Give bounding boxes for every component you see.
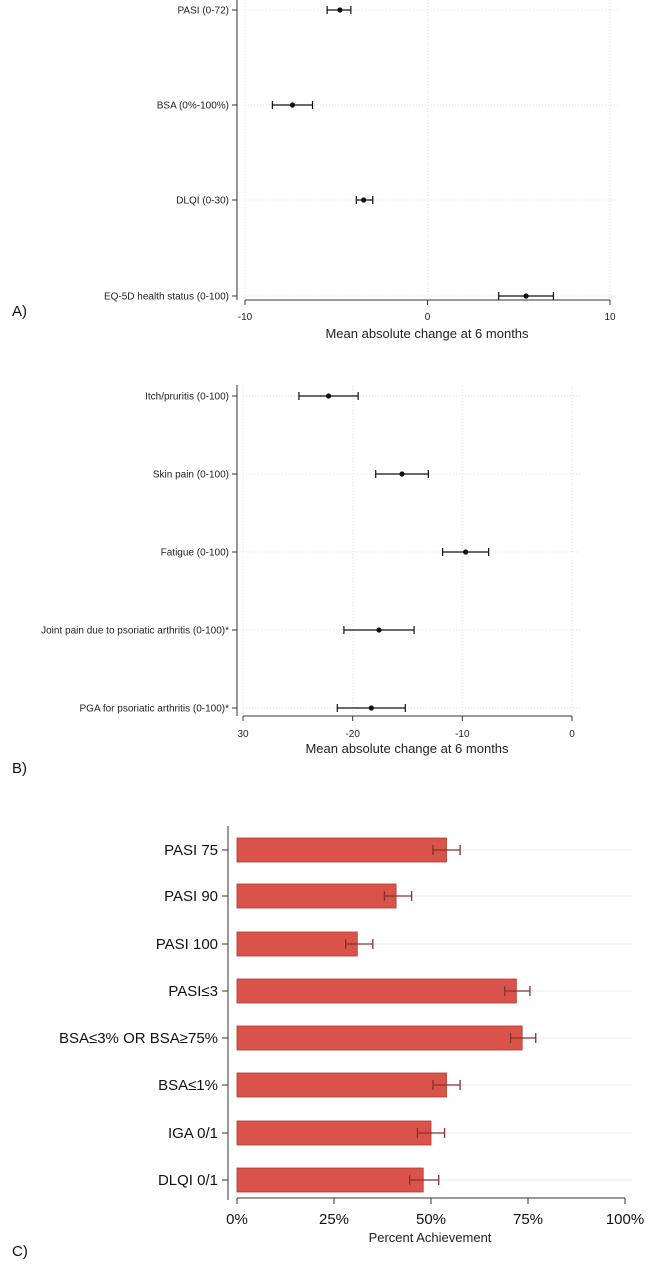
mean-point: [289, 102, 296, 108]
tick-label: 30: [237, 729, 249, 740]
mean-point: [368, 705, 374, 711]
panel-c: PASI 75 PASI 90 PASI 100 PASI≤3 BSA≤3% OR BS…: [12, 823, 644, 1260]
row-label: DLQI (0-30): [176, 196, 229, 207]
mean-point: [325, 393, 332, 399]
category-label: PASI 75: [164, 842, 218, 859]
row-label: Skin pain (0-100): [153, 470, 229, 481]
bar: [236, 883, 397, 909]
panel-b-tag: B): [12, 760, 27, 777]
tick-label: 0: [569, 729, 575, 740]
panel-c-ticks: PASI 75 PASI 90 PASI 100 PASI≤3 BSA≤3% OR BS…: [59, 842, 644, 1228]
mean-point: [361, 197, 367, 203]
tick-label: 75%: [513, 1211, 543, 1228]
bar: [236, 1167, 424, 1193]
panel-b-rows: Itch/pruritis (0-100) Skin pain (0-100) Fa…: [41, 392, 490, 715]
row-label: PGA for psoriatic arthritis (0-100)*: [80, 704, 230, 715]
tick-label: 10: [604, 312, 616, 323]
row-label: PASI (0-72): [178, 6, 230, 17]
bar: [236, 1025, 523, 1051]
tick-label: 0: [425, 312, 431, 323]
category-label: PASI 90: [164, 888, 218, 905]
bar: [236, 1072, 447, 1098]
row-label: Joint pain due to psoriatic arthritis (0…: [41, 626, 229, 637]
tick-label: 25%: [319, 1211, 349, 1228]
category-label: PASI 100: [156, 936, 218, 953]
bar: [236, 931, 358, 957]
category-label: IGA 0/1: [168, 1125, 218, 1142]
panel-c-bars: [236, 837, 537, 1193]
bar: [236, 978, 517, 1004]
panel-b-ticks: 30 -20 -10 0: [232, 395, 575, 740]
tick-label: -10: [238, 312, 253, 323]
bar: [236, 1120, 432, 1146]
panel-a-rows: PASI (0-72) BSA (0%-100%) DLQI (0-30) EQ-5D…: [104, 6, 555, 303]
panel-b-x-axis-label: Mean absolute change at 6 months: [305, 741, 509, 756]
row-label: Itch/pruritis (0-100): [145, 392, 229, 403]
tick-label: -20: [345, 729, 360, 740]
panel-a-grid: [244, 0, 618, 300]
panel-b: 30 -20 -10 0 Itch/pruritis (0-100) Skin pain…: [0, 368, 665, 777]
panel-a-background: [60, 0, 625, 345]
mean-point: [376, 627, 382, 633]
category-label: BSA≤3% OR BSA≥75%: [59, 1030, 218, 1047]
tick-label: 50%: [416, 1211, 446, 1228]
mean-point: [463, 549, 469, 555]
row-label: EQ-5D health status (0-100): [104, 292, 229, 303]
category-label: DLQI 0/1: [158, 1172, 218, 1189]
mean-point: [337, 7, 343, 13]
panel-a-ticks: -10 0 10: [232, 9, 616, 323]
tick-label: 100%: [606, 1211, 644, 1228]
category-label: BSA≤1%: [158, 1077, 218, 1094]
row-label: Fatigue (0-100): [161, 548, 229, 559]
panel-a-x-axis-label: Mean absolute change at 6 months: [325, 326, 529, 341]
tick-label: -10: [455, 729, 470, 740]
row-label: BSA (0%-100%): [157, 101, 229, 112]
panel-a-tag: A): [12, 303, 27, 320]
mean-point: [523, 293, 529, 299]
panel-c-tag: C): [12, 1243, 28, 1260]
panel-b-background: [0, 368, 665, 768]
panel-a: -10 0 10 PASI (0-72) BSA (0%-100%) DLQI (0-3…: [12, 0, 625, 345]
panel-c-x-axis-label: Percent Achievement: [369, 1230, 492, 1245]
mean-point: [399, 471, 405, 477]
category-label: PASI≤3: [168, 983, 218, 1000]
tick-label: 0%: [226, 1211, 248, 1228]
bar: [236, 837, 447, 863]
